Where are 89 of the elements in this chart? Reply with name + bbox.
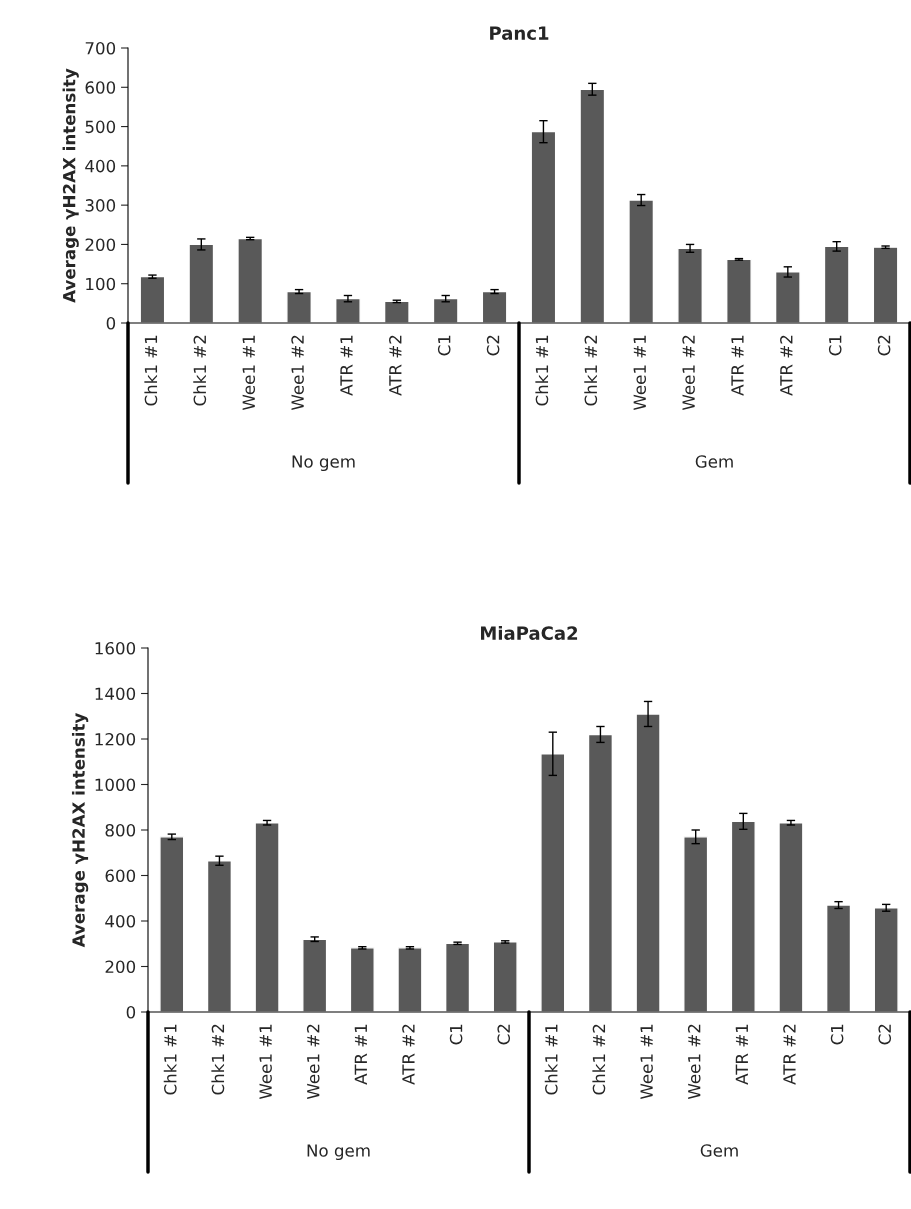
bar	[774, 271, 801, 323]
x-tick-label: Wee1 #1	[259, 1024, 272, 1100]
x-tick-label: C1	[437, 335, 451, 356]
text: No gem	[292, 455, 355, 472]
chart-title: Panc1	[490, 26, 549, 40]
y-tick-label: 400	[105, 914, 136, 928]
x-tick-label: ATR #1	[340, 335, 353, 396]
bar	[206, 860, 233, 1012]
x-tick-label: Wee1 #2	[291, 335, 304, 411]
y-axis-title: Average γH2AX intensity	[62, 68, 79, 303]
bar	[873, 907, 899, 1012]
bar	[481, 290, 508, 323]
bar	[677, 247, 703, 323]
y-tick-label: 100	[86, 277, 116, 291]
y-tick-label: 0	[106, 316, 116, 330]
x-tick-label: C1	[830, 1024, 844, 1045]
y-tick-label: 600	[105, 869, 136, 883]
x-tick-label: C2	[486, 335, 500, 356]
y-tick-label: 1000	[95, 778, 136, 792]
y-tick-label: 600	[85, 81, 116, 94]
x-tick-label: Wee1 #2	[306, 1024, 320, 1100]
bar	[579, 88, 606, 323]
bar	[778, 822, 804, 1012]
x-tick-label: C2	[877, 335, 891, 356]
y-tick-label: 1600	[95, 641, 136, 655]
x-tick-label: ATR #2	[389, 335, 402, 396]
x-tick-label: ATR #2	[402, 1024, 415, 1085]
bar	[349, 947, 375, 1012]
x-tick-label: Wee1 #2	[682, 335, 695, 411]
y-tick-label: 500	[85, 120, 116, 134]
x-tick-label: C2	[878, 1024, 892, 1045]
x-tick-label: ATR #1	[735, 1024, 748, 1085]
x-tick-label: Chk1 #2	[584, 335, 598, 406]
x-tick-label: C2	[497, 1024, 511, 1045]
bar	[444, 942, 471, 1012]
bar	[635, 713, 661, 1012]
bar	[188, 243, 215, 323]
bar	[397, 947, 423, 1012]
bar	[730, 820, 756, 1012]
bar	[530, 130, 557, 323]
bar	[237, 237, 264, 323]
bar	[432, 297, 459, 323]
chart-title: MiaPaCa2	[481, 625, 578, 640]
bar	[628, 199, 655, 323]
bar	[492, 941, 518, 1012]
bar	[335, 297, 361, 323]
bar	[872, 246, 899, 323]
y-tick-label: 200	[105, 960, 136, 974]
bar	[254, 822, 280, 1012]
bar	[683, 836, 709, 1012]
bar	[540, 753, 566, 1012]
x-tick-label: Chk1 #2	[193, 335, 207, 406]
y-tick-label: 800	[105, 823, 136, 837]
text: No gem	[307, 1144, 370, 1161]
x-tick-label: Chk1 #2	[592, 1024, 606, 1095]
bar	[823, 245, 850, 323]
bar	[587, 733, 614, 1012]
bar	[825, 904, 852, 1012]
text: Gem	[695, 455, 733, 468]
x-tick-label: ATR #2	[783, 1024, 796, 1085]
x-tick-label: Wee1 #1	[242, 335, 256, 411]
x-tick-label: ATR #1	[354, 1024, 367, 1085]
x-tick-label: Chk1 #1	[144, 335, 158, 406]
y-tick-label: 300	[85, 199, 116, 212]
y-tick-label: 1400	[95, 687, 136, 701]
x-tick-label: Chk1 #1	[535, 335, 549, 406]
x-tick-label: Chk1 #1	[163, 1024, 177, 1095]
x-tick-label: Chk1 #1	[544, 1024, 558, 1095]
x-tick-label: Wee1 #1	[640, 1024, 653, 1100]
x-tick-label: C1	[828, 335, 842, 356]
y-tick-label: 1200	[95, 732, 136, 746]
x-tick-label: Chk1 #2	[211, 1024, 225, 1095]
x-tick-label: ATR #2	[780, 335, 793, 396]
y-tick-label: 200	[85, 238, 116, 251]
x-tick-label: ATR #1	[731, 335, 744, 396]
bar	[726, 258, 752, 323]
bar	[302, 938, 328, 1012]
y-axis-title: Average γH2AX intensity	[71, 713, 89, 948]
y-tick-label: 400	[85, 159, 116, 173]
x-tick-label: Wee1 #1	[633, 335, 647, 411]
bar	[383, 300, 410, 323]
bar	[139, 275, 166, 323]
y-tick-label: 0	[126, 1005, 136, 1019]
x-tick-label: Wee1 #2	[687, 1024, 701, 1100]
x-tick-label: C1	[449, 1024, 463, 1045]
bar	[159, 836, 185, 1012]
bar	[286, 290, 312, 323]
text: Gem	[700, 1144, 738, 1157]
y-tick-label: 700	[85, 41, 116, 55]
